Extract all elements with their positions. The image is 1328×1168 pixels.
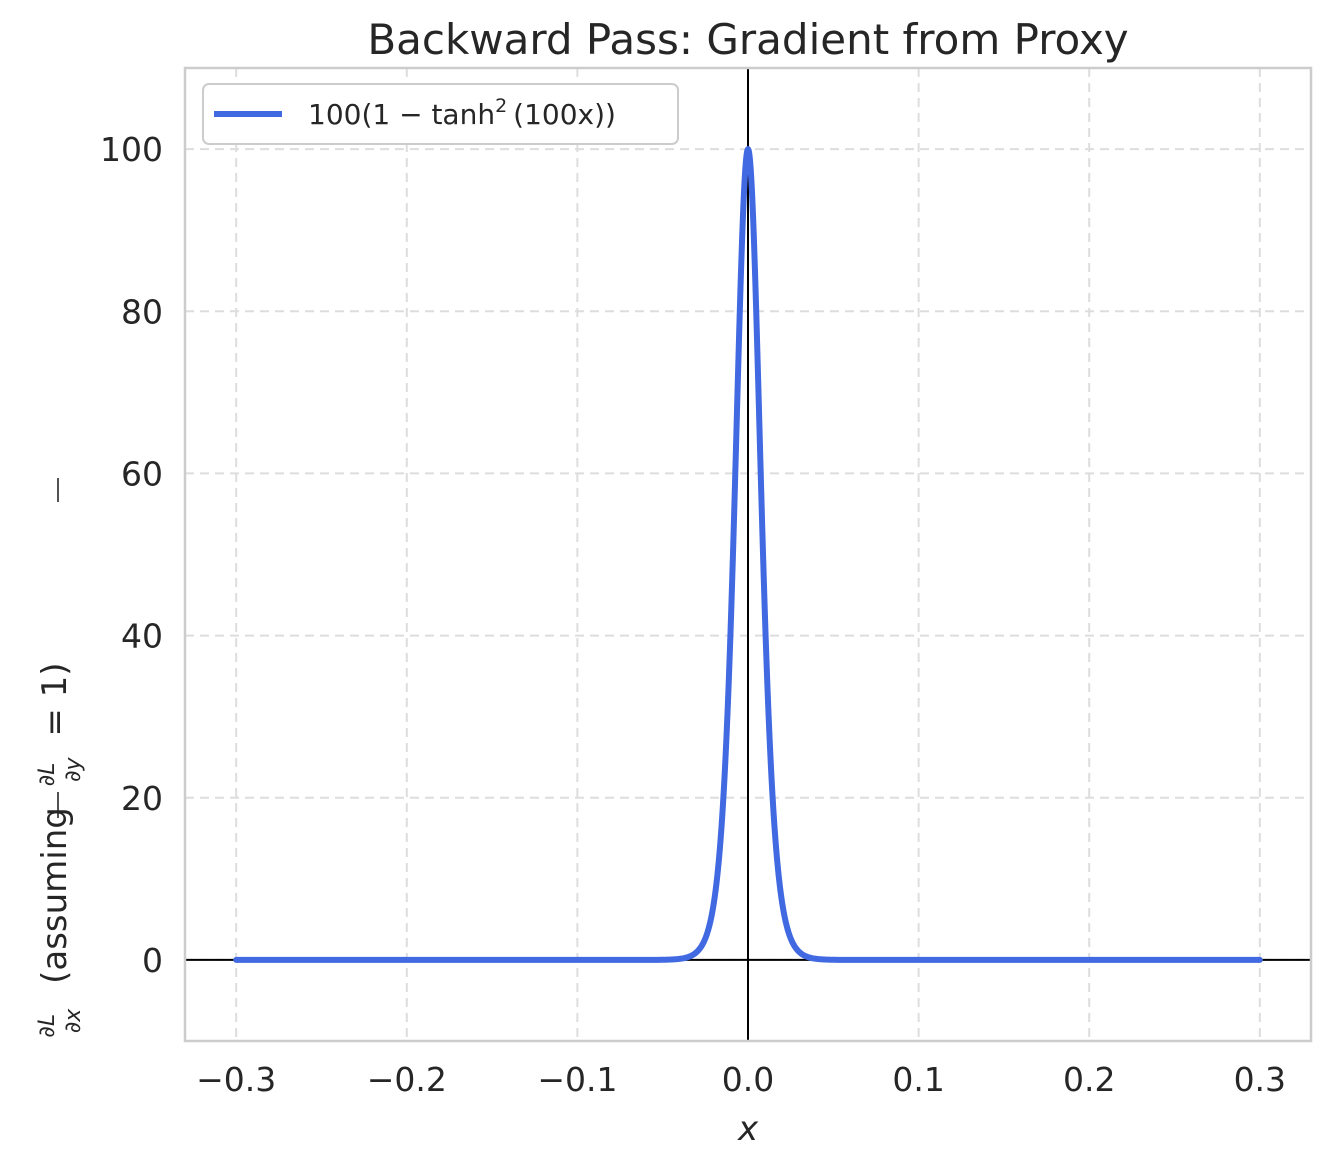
- plot-frame: [183, 66, 1313, 1043]
- y-tick-label-2: 40: [121, 617, 163, 656]
- x-tick-label-4: 0.1: [892, 1060, 944, 1099]
- y-tick-label-0: 0: [142, 941, 163, 980]
- y-tick-labels: 0 20 40 60 80 100: [100, 130, 163, 980]
- x-axis-label: x: [737, 1109, 759, 1149]
- x-tick-label-2: −0.1: [537, 1060, 617, 1099]
- x-tick-label-6: 0.3: [1234, 1060, 1286, 1099]
- legend: 100(1 − tanh2 (100x)): [202, 83, 679, 145]
- x-tick-label-1: −0.2: [367, 1060, 447, 1099]
- ylabel-end-text: = 1): [35, 662, 75, 736]
- ylabel-middle-text: (assuming: [35, 807, 75, 984]
- legend-label: 100(1 − tanh2 (100x)): [308, 95, 616, 131]
- ylabel-fraction2-numerator: ∂L: [35, 763, 60, 787]
- legend-label-suffix: (100x)): [513, 98, 616, 131]
- x-tick-labels: −0.3 −0.2 −0.1 0.0 0.1 0.2 0.3: [196, 1060, 1286, 1099]
- y-tick-label-5: 100: [100, 130, 163, 169]
- ylabel-fraction-denominator: ∂x: [61, 1008, 86, 1033]
- series-line-tanh-gradient: [233, 146, 1263, 963]
- x-tick-label-0: −0.3: [196, 1060, 276, 1099]
- x-tick-label-3: 0.0: [722, 1060, 774, 1099]
- y-axis-label: ∂L ∂x (assuming ∂L ∂y = 1): [23, 662, 89, 1037]
- legend-label-prefix: 100(1 − tanh: [308, 98, 495, 131]
- y-tick-label-1: 20: [121, 779, 163, 818]
- svg-text:∂L ∂x (assuming: ∂L ∂x (assuming ∂L ∂y = 1): [23, 662, 89, 1037]
- ylabel-fraction2-denominator: ∂y: [61, 756, 86, 781]
- chart-title: Backward Pass: Gradient from Proxy: [367, 15, 1128, 64]
- x-tick-label-5: 0.2: [1063, 1060, 1115, 1099]
- y-tick-label-4: 80: [121, 292, 163, 331]
- y-tick-label-3: 60: [121, 454, 163, 493]
- ylabel-fraction-numerator: ∂L: [35, 1014, 60, 1038]
- legend-label-sup: 2: [495, 95, 507, 117]
